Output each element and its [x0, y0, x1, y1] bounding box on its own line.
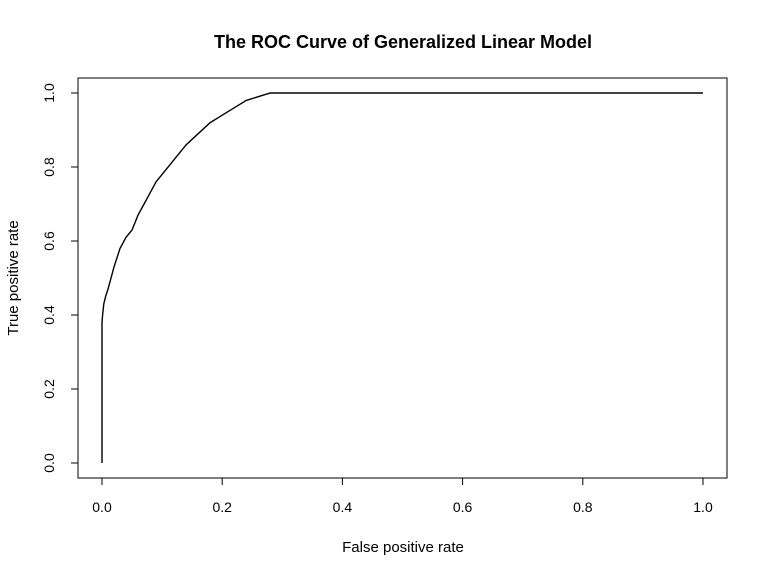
x-tick-label: 0.2 [212, 499, 232, 515]
x-tick-label: 0.6 [453, 499, 473, 515]
x-axis: 0.0 0.2 0.4 0.6 0.8 1.0 [92, 477, 713, 515]
y-tick-label: 0.6 [41, 231, 57, 251]
chart-title: The ROC Curve of Generalized Linear Mode… [214, 32, 592, 52]
y-tick-label: 0.0 [41, 453, 57, 473]
y-axis: 0.0 0.2 0.4 0.6 0.8 1.0 [41, 83, 79, 473]
x-tick-label: 1.0 [693, 499, 713, 515]
plot-frame [77, 77, 728, 479]
x-tick-label: 0.0 [92, 499, 112, 515]
x-axis-label: False positive rate [342, 539, 464, 556]
y-axis-label: True positive rate [5, 220, 22, 335]
x-tick-label: 0.8 [573, 499, 593, 515]
y-tick-label: 0.2 [41, 379, 57, 399]
x-tick-label: 0.4 [333, 499, 353, 515]
roc-curve-line [101, 92, 703, 463]
y-tick-label: 0.8 [41, 157, 57, 177]
y-tick-label: 0.4 [41, 305, 57, 325]
y-tick-label: 1.0 [41, 83, 57, 103]
